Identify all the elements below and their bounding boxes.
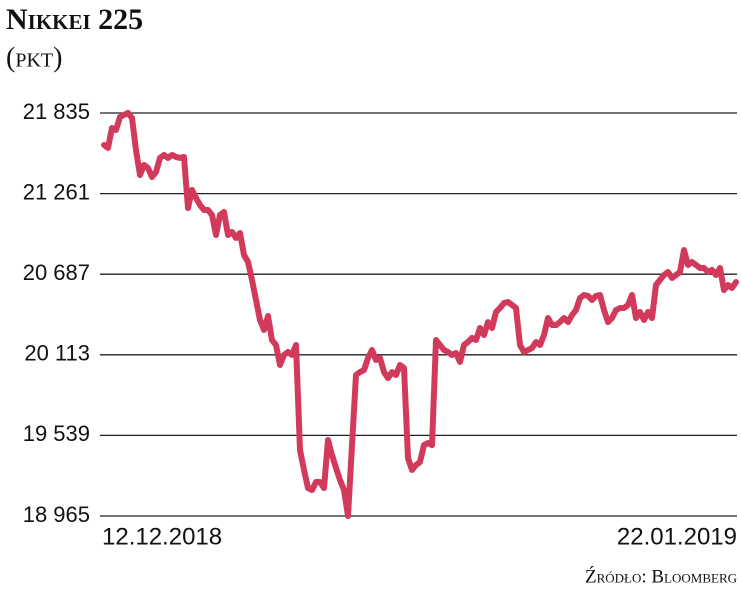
line: [101, 110, 739, 519]
y-tick-label: 19 539: [23, 421, 90, 446]
x-tick-label: 12.12.2018: [102, 523, 222, 550]
x-tick-label: 22.01.2019: [617, 523, 737, 550]
chart-title: Nikkei 225: [6, 3, 143, 36]
source: Źródło: Bloomberg: [585, 565, 737, 587]
y-tick-label: 18 965: [23, 502, 90, 527]
y-tick-label: 20 113: [24, 341, 90, 366]
y-tick-label: 21 835: [23, 99, 90, 124]
y-tick-label: 20 687: [23, 260, 90, 285]
chart-subtitle: (pkt): [6, 42, 62, 73]
y-tick-label: 21 261: [23, 179, 90, 204]
